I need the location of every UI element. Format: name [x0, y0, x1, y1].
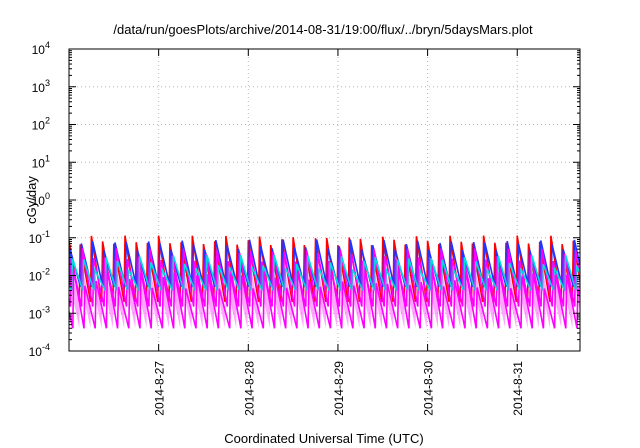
x-axis-label: Coordinated Universal Time (UTC) — [224, 431, 423, 446]
y-axis-label: cGy/day — [24, 176, 39, 224]
y-tick-label: 10-2 — [29, 267, 50, 284]
y-tick-base: 10 — [32, 156, 46, 170]
x-tick-labels: 2014-8-27 2014-8-28 2014-8-29 2014-8-30 2014… — [153, 361, 526, 416]
x-tick-label: 2014-8-27 — [153, 361, 167, 416]
y-tick-label: 102 — [32, 116, 50, 133]
y-tick-base: 10 — [32, 43, 46, 57]
y-tick-exponent: 3 — [45, 78, 50, 88]
x-tick-label: 2014-8-30 — [422, 361, 436, 416]
axis-ticks — [69, 48, 580, 352]
y-tick-label: 101 — [32, 153, 50, 170]
y-tick-exponent: 1 — [45, 153, 50, 163]
y-tick-exponent: -2 — [42, 267, 50, 277]
y-tick-exponent: 2 — [45, 116, 50, 126]
x-tick-label: 2014-8-28 — [242, 361, 256, 416]
x-tick-label: 2014-8-29 — [332, 361, 346, 416]
y-tick-exponent: -4 — [42, 342, 50, 352]
y-tick-base: 10 — [29, 232, 43, 246]
series-line — [69, 254, 580, 291]
y-tick-exponent: 0 — [45, 191, 50, 201]
y-tick-base: 10 — [32, 194, 46, 208]
series-line — [69, 248, 580, 307]
series-line — [69, 269, 580, 329]
y-tick-label: 103 — [32, 78, 50, 95]
series-group — [69, 235, 580, 329]
y-tick-base: 10 — [32, 81, 46, 95]
y-tick-exponent: 4 — [45, 40, 50, 50]
y-tick-base: 10 — [29, 345, 43, 359]
y-tick-base: 10 — [29, 307, 43, 321]
y-tick-label: 10-1 — [29, 229, 50, 246]
y-tick-exponent: -1 — [42, 229, 50, 239]
y-tick-base: 10 — [32, 119, 46, 133]
y-tick-exponent: -3 — [42, 304, 50, 314]
series-band — [69, 255, 580, 329]
y-tick-label: 10-4 — [29, 342, 50, 359]
y-tick-label: 10-3 — [29, 304, 50, 321]
y-tick-label: 100 — [32, 191, 50, 208]
chart-title: /data/run/goesPlots/archive/2014-08-31/1… — [113, 22, 533, 37]
y-tick-base: 10 — [29, 270, 43, 284]
y-tick-label: 104 — [32, 40, 50, 57]
series-layer — [69, 235, 580, 329]
x-tick-label: 2014-8-31 — [511, 361, 525, 416]
series-line — [69, 239, 580, 288]
